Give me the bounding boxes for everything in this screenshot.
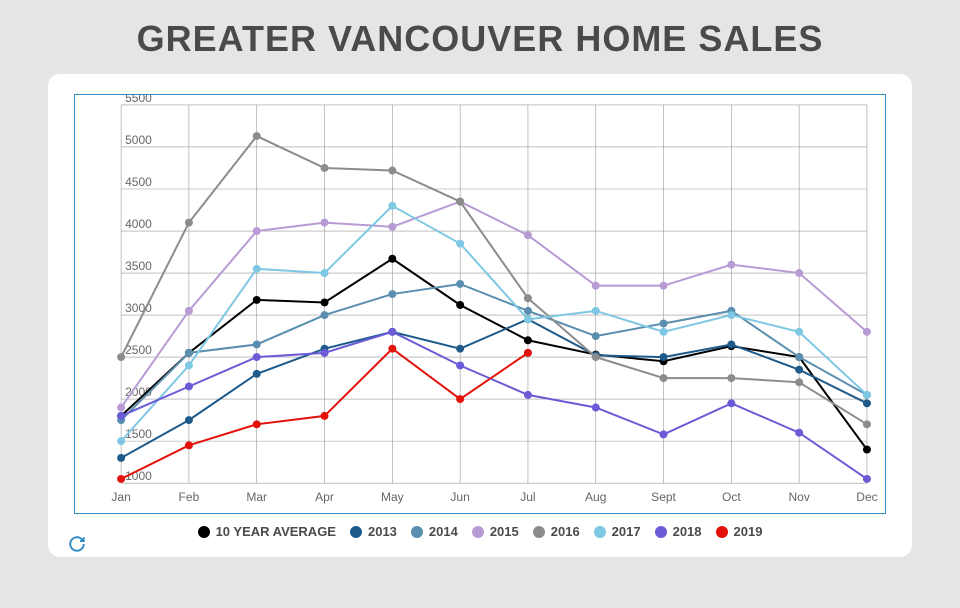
svg-text:5500: 5500	[125, 95, 152, 105]
legend-label: 2015	[490, 524, 519, 539]
svg-text:Jun: Jun	[450, 490, 469, 504]
legend-item[interactable]: 2013	[350, 524, 397, 539]
svg-text:Nov: Nov	[788, 490, 809, 504]
legend-item[interactable]: 2016	[533, 524, 580, 539]
legend-label: 2017	[612, 524, 641, 539]
svg-text:Oct: Oct	[722, 490, 741, 504]
legend-item[interactable]: 2018	[655, 524, 702, 539]
legend-item[interactable]: 2019	[716, 524, 763, 539]
svg-text:Jul: Jul	[520, 490, 535, 504]
legend-label: 2019	[734, 524, 763, 539]
legend-dot	[594, 526, 606, 538]
legend-label: 2013	[368, 524, 397, 539]
svg-text:Sept: Sept	[651, 490, 676, 504]
legend-dot	[198, 526, 210, 538]
legend: 10 YEAR AVERAGE 2013 2014 2015 2016 2017 2018 2…	[74, 524, 886, 539]
svg-text:Apr: Apr	[315, 490, 334, 504]
svg-text:4500: 4500	[125, 175, 152, 189]
svg-text:3500: 3500	[125, 259, 152, 273]
legend-item[interactable]: 10 YEAR AVERAGE	[198, 524, 336, 539]
legend-dot	[350, 526, 362, 538]
legend-dot	[411, 526, 423, 538]
legend-label: 2018	[673, 524, 702, 539]
refresh-icon[interactable]	[68, 535, 86, 553]
svg-text:4000: 4000	[125, 217, 152, 231]
svg-text:Dec: Dec	[856, 490, 877, 504]
svg-text:1500: 1500	[125, 427, 152, 441]
legend-dot	[472, 526, 484, 538]
svg-text:5000: 5000	[125, 133, 152, 147]
legend-dot	[655, 526, 667, 538]
legend-item[interactable]: 2015	[472, 524, 519, 539]
line-chart: 1000150020002500300035004000450050005500…	[75, 95, 885, 513]
chart-frame: 1000150020002500300035004000450050005500…	[74, 94, 886, 514]
legend-item[interactable]: 2014	[411, 524, 458, 539]
svg-text:Aug: Aug	[585, 490, 606, 504]
legend-dot	[716, 526, 728, 538]
page-title: GREATER VANCOUVER HOME SALES	[0, 0, 960, 74]
svg-text:2500: 2500	[125, 343, 152, 357]
svg-text:Feb: Feb	[179, 490, 200, 504]
svg-text:Mar: Mar	[246, 490, 267, 504]
svg-text:Jan: Jan	[111, 490, 130, 504]
chart-card: 1000150020002500300035004000450050005500…	[48, 74, 912, 557]
legend-item[interactable]: 2017	[594, 524, 641, 539]
legend-label: 2014	[429, 524, 458, 539]
legend-label: 2016	[551, 524, 580, 539]
svg-text:May: May	[381, 490, 404, 504]
legend-dot	[533, 526, 545, 538]
legend-label: 10 YEAR AVERAGE	[216, 524, 336, 539]
